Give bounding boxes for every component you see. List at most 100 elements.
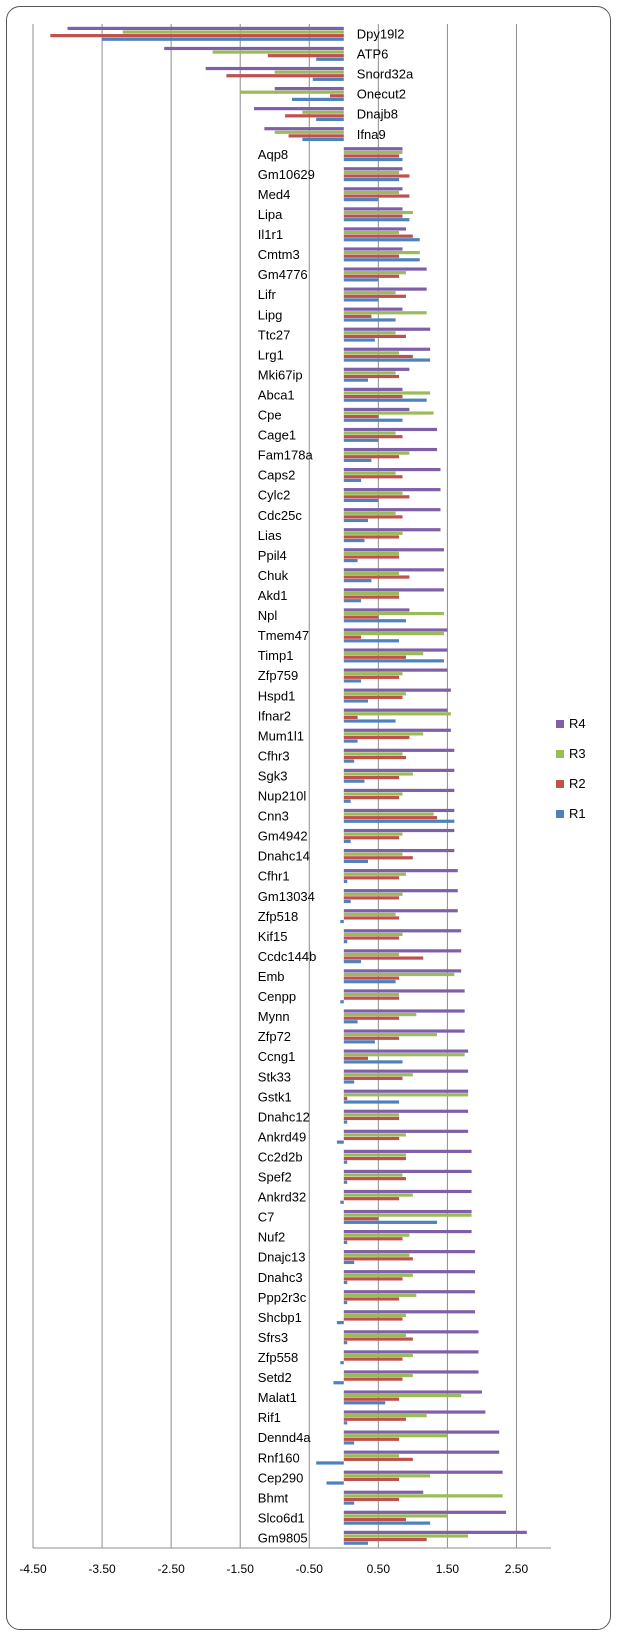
- bar-r3-cfhr3: [343, 752, 403, 756]
- legend-swatch-r4: [556, 720, 564, 728]
- bar-r3-hspd1: [343, 692, 406, 696]
- bar-r1-gm13034: [343, 899, 351, 904]
- category-label: Rif1: [258, 1410, 281, 1425]
- category-label: Shcbp1: [258, 1310, 302, 1325]
- bar-r4-ppil4: [343, 548, 444, 552]
- bar-r4-cnn3: [343, 808, 455, 813]
- category-label: Gm13034: [258, 889, 315, 904]
- bar-r4-sfrs3: [343, 1330, 479, 1334]
- bar-r4-ccdc144b: [343, 949, 462, 953]
- bar-r4-lrg1: [343, 347, 431, 351]
- bar-r4-stk33: [343, 1069, 469, 1073]
- x-tick-label: -2.50: [157, 1562, 185, 1576]
- x-tick-label: -4.50: [19, 1562, 47, 1576]
- bar-r2-aqp8: [343, 154, 400, 158]
- bar-r2-chuk: [343, 575, 410, 579]
- category-label: Dennd4a: [258, 1430, 312, 1445]
- bar-r2-gm13034: [343, 896, 400, 900]
- bar-r3-nuf2: [343, 1233, 410, 1237]
- category-label: Cmtm3: [258, 247, 300, 262]
- bar-r4-akd1: [343, 588, 444, 592]
- category-label: Onecut2: [357, 87, 406, 102]
- category-label: Abca1: [258, 387, 295, 402]
- bar-r1-stk33: [343, 1080, 355, 1084]
- bar-r1-il1r1: [343, 238, 420, 242]
- bar-r1-lrg1: [343, 358, 431, 362]
- bar-r1-sgk3: [343, 779, 365, 783]
- bar-r4-dnahc14: [343, 848, 455, 853]
- bar-r1-timp1: [343, 659, 444, 663]
- bar-r4-dennd4a: [343, 1430, 500, 1434]
- bar-r3-sfrs3: [343, 1333, 406, 1338]
- bar-r2-c7: [343, 1217, 379, 1221]
- bar-r3-ttc27: [343, 331, 396, 335]
- bar-r3-lias: [343, 531, 403, 535]
- bar-r3-akd1: [343, 591, 400, 596]
- bar-r2-emb: [343, 976, 400, 980]
- bar-r4-lipa: [343, 207, 403, 211]
- x-tick-label: -1.50: [227, 1562, 255, 1576]
- bar-r3-tmem47: [343, 632, 444, 636]
- category-label: Ppil4: [258, 548, 287, 563]
- bar-r3-cmtm3: [343, 251, 420, 255]
- category-label: Lipa: [258, 207, 283, 222]
- bar-r3-mum1l1: [343, 732, 424, 736]
- bar-r1-atp6: [316, 57, 344, 61]
- category-label: Rnf160: [258, 1450, 300, 1465]
- bar-r2-gm10629: [343, 174, 410, 178]
- bar-r4-gm9805: [343, 1530, 527, 1534]
- bar-r4-slco6d1: [343, 1510, 507, 1514]
- bar-r4-cep290: [343, 1470, 503, 1474]
- bar-r4-cpe: [343, 407, 410, 412]
- category-label: Zfp72: [258, 1029, 291, 1044]
- bar-r4-rif1: [343, 1410, 486, 1414]
- bar-r4-ankrd49: [343, 1129, 469, 1133]
- bar-r1-gm4942: [343, 839, 351, 843]
- legend-swatch-r3: [556, 750, 564, 758]
- bar-r2-dnahc12: [343, 1116, 400, 1121]
- legend-label-r1: R1: [569, 806, 586, 821]
- category-label: Nuf2: [258, 1230, 285, 1245]
- bar-r2-lipg: [343, 314, 372, 318]
- category-label: Lifr: [258, 287, 277, 302]
- bar-r4-cmtm3: [343, 247, 403, 251]
- bar-r2-mynn: [343, 1016, 400, 1020]
- bar-r2-cmtm3: [343, 254, 400, 258]
- bar-r3-ppp2r3c: [343, 1293, 417, 1297]
- bar-r1-ankrd32: [340, 1200, 344, 1204]
- bar-r4-setd2: [343, 1370, 479, 1374]
- bar-r3-dpy19l2: [122, 30, 344, 34]
- bar-r3-malat1: [343, 1394, 462, 1398]
- bar-r1-dnahc3: [343, 1280, 348, 1285]
- bar-r1-gstk1: [343, 1100, 400, 1104]
- bar-r2-akd1: [343, 595, 400, 599]
- bar-r4-ccng1: [343, 1049, 469, 1053]
- category-label: Zfp759: [258, 668, 298, 683]
- bar-r4-kif15: [343, 929, 462, 933]
- legend-swatch-r1: [556, 810, 564, 818]
- category-label: Zfp558: [258, 1350, 298, 1365]
- bar-r1-slco6d1: [343, 1521, 431, 1525]
- bar-r2-dnahc14: [343, 856, 413, 860]
- bar-r2-gstk1: [343, 1096, 348, 1101]
- bar-r2-lrg1: [343, 354, 413, 359]
- category-label: Dnajc13: [258, 1250, 306, 1265]
- bar-r4-mum1l1: [343, 728, 451, 732]
- bar-r2-shcbp1: [343, 1317, 403, 1321]
- bar-r4-ifnar2: [343, 708, 448, 712]
- bar-r3-rif1: [343, 1414, 427, 1418]
- category-label: Lias: [258, 528, 282, 543]
- bar-r1-mynn: [343, 1020, 358, 1024]
- bar-r3-gm10629: [343, 170, 400, 174]
- bar-r1-zfp759: [343, 679, 362, 683]
- category-label: Malat1: [258, 1390, 297, 1405]
- bar-r2-timp1: [343, 655, 406, 659]
- bar-r2-rnf160: [343, 1457, 413, 1461]
- bar-r2-cenpp: [343, 996, 400, 1000]
- category-label: Emb: [258, 969, 285, 984]
- bar-r1-cfhr3: [343, 759, 355, 763]
- bar-r4-malat1: [343, 1390, 482, 1394]
- category-label: Ankrd32: [258, 1190, 306, 1205]
- bar-r2-ankrd32: [343, 1197, 400, 1201]
- bar-r1-emb: [343, 980, 396, 984]
